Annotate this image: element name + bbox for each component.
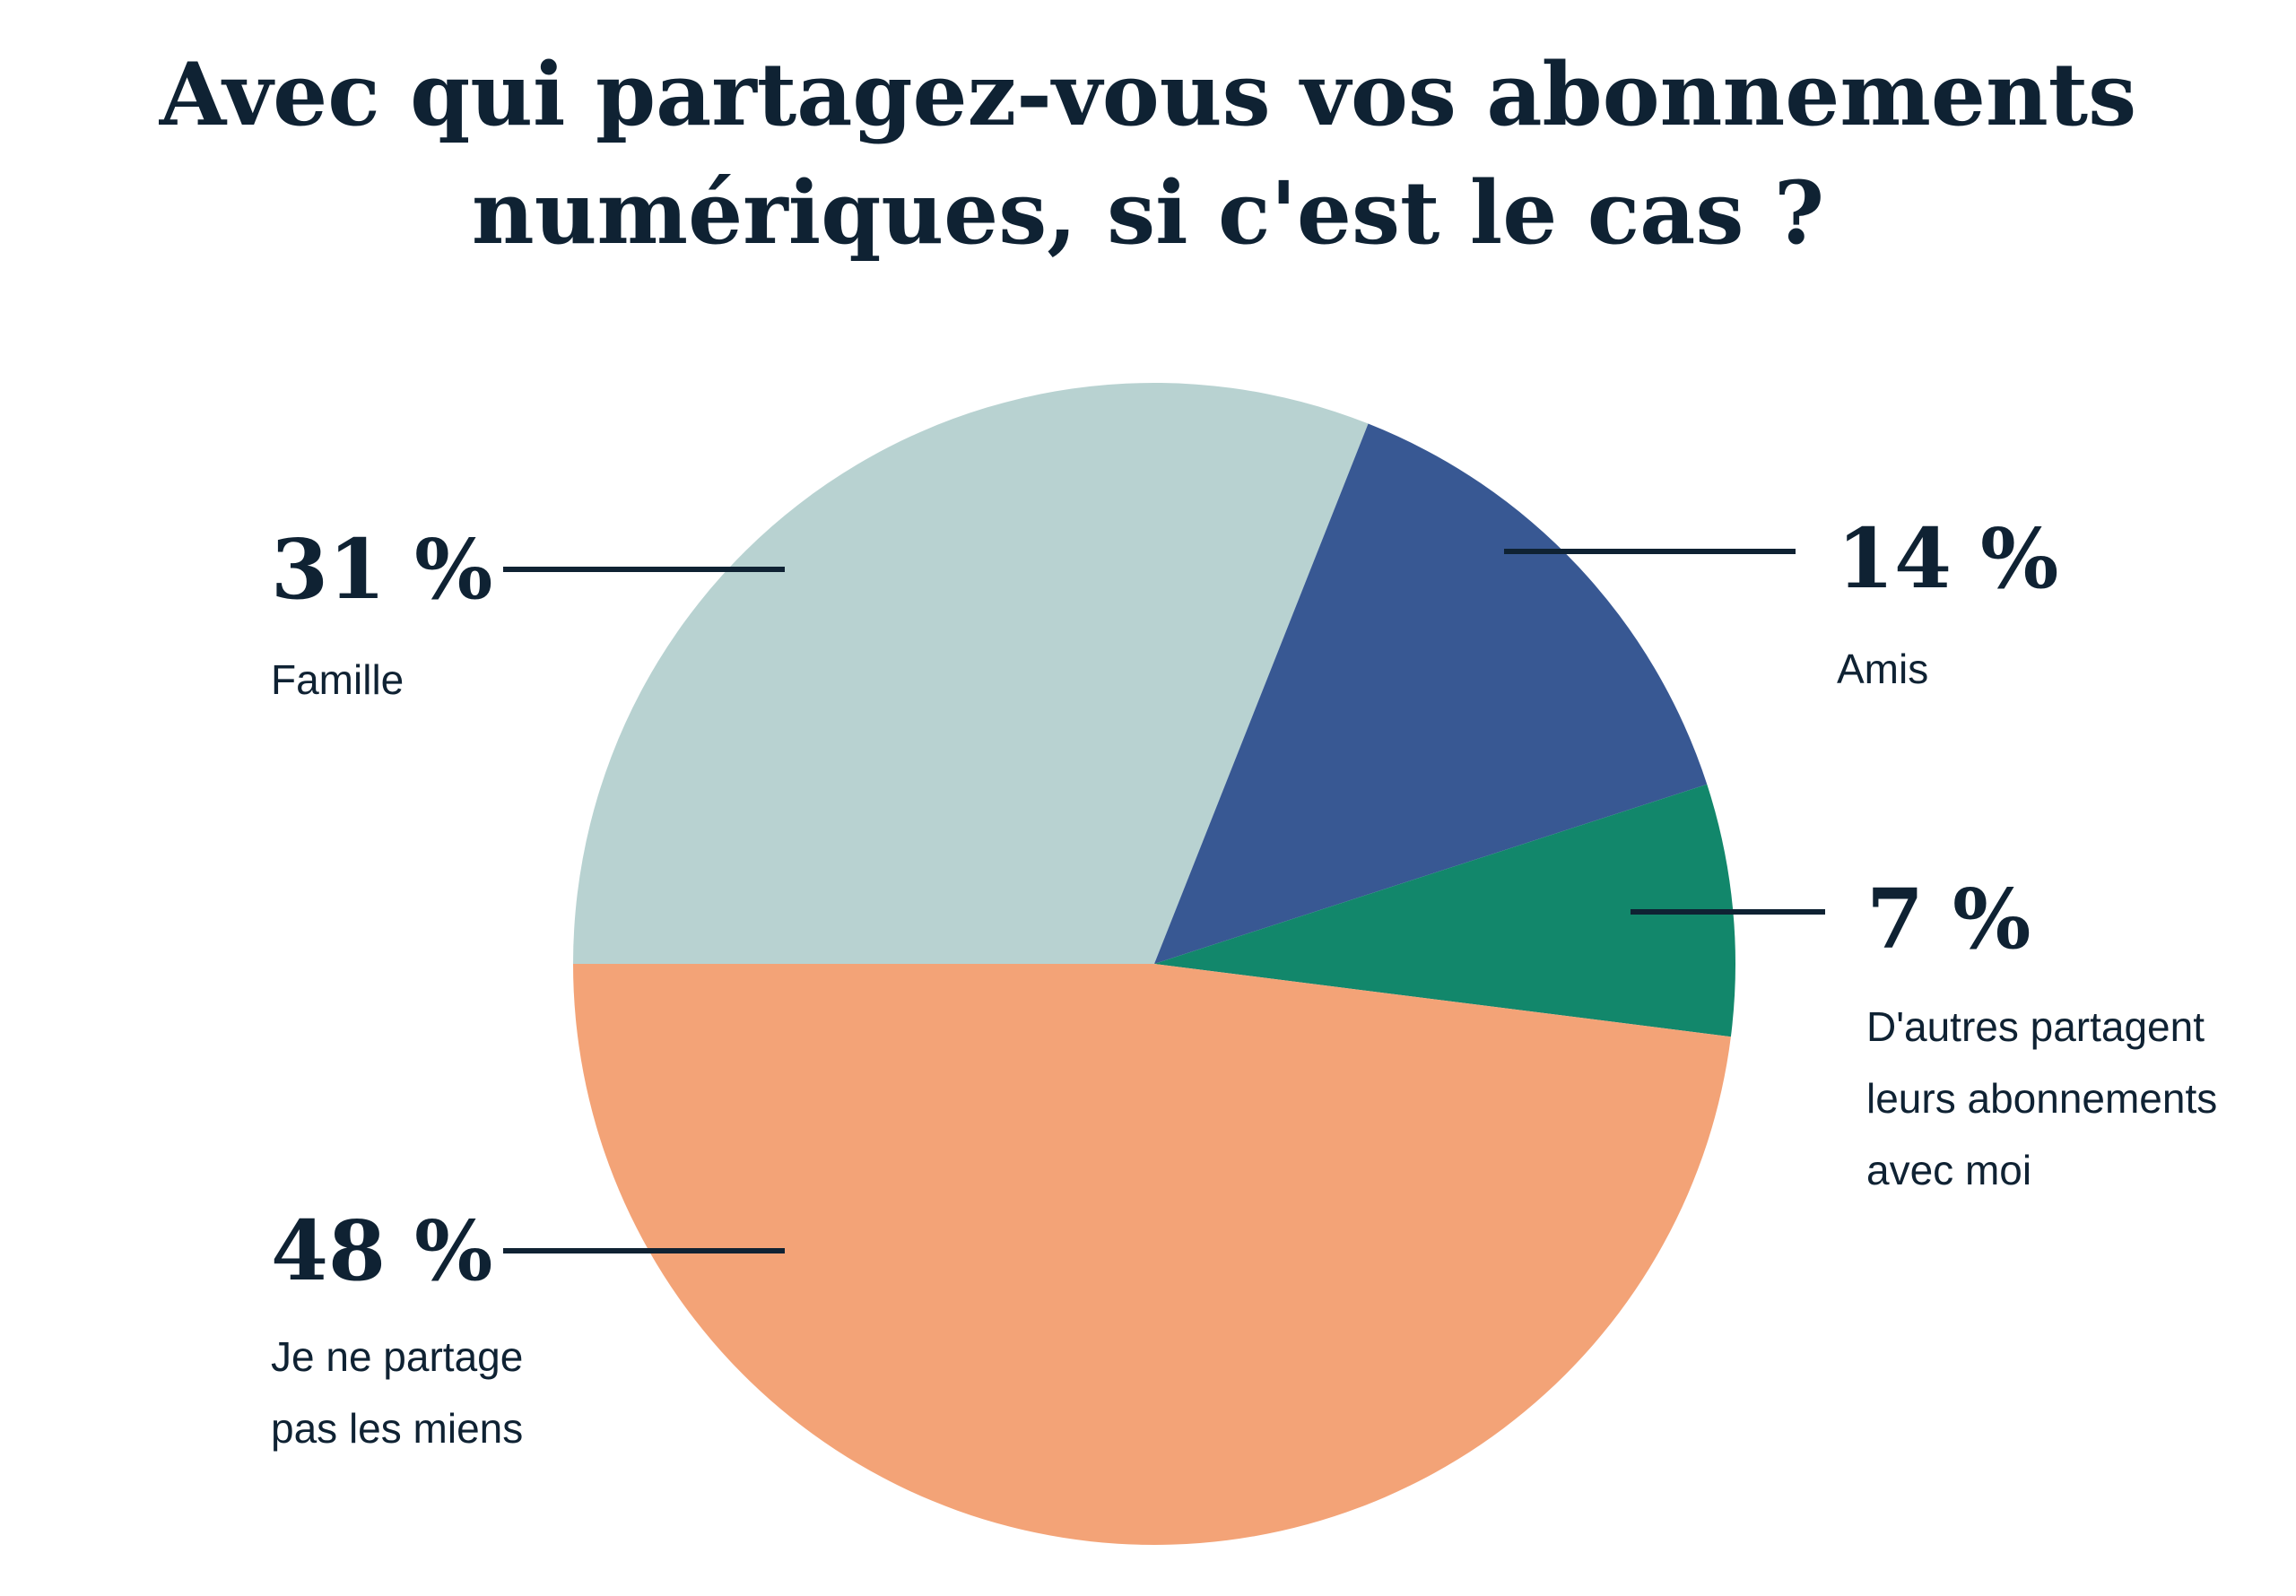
category-label: Je ne partage pas les miens bbox=[271, 1333, 524, 1452]
pie-slice bbox=[573, 964, 1731, 1546]
category-label: Amis bbox=[1837, 646, 1929, 692]
value-label: 48 % bbox=[271, 1202, 493, 1299]
pie-slice bbox=[573, 382, 1369, 964]
value-label: 31 % bbox=[271, 521, 493, 618]
pie-slice bbox=[1154, 784, 1736, 1037]
pie-slice bbox=[1154, 423, 1708, 964]
chart-title: Avec qui partagez-vous vos abonnements n… bbox=[159, 44, 2137, 264]
value-label: 14 % bbox=[1837, 510, 2059, 607]
category-label: D'autres partagent leurs abonnements ave… bbox=[1866, 1003, 2218, 1193]
value-label: 7 % bbox=[1866, 871, 2031, 967]
category-label: Famille bbox=[271, 656, 404, 703]
